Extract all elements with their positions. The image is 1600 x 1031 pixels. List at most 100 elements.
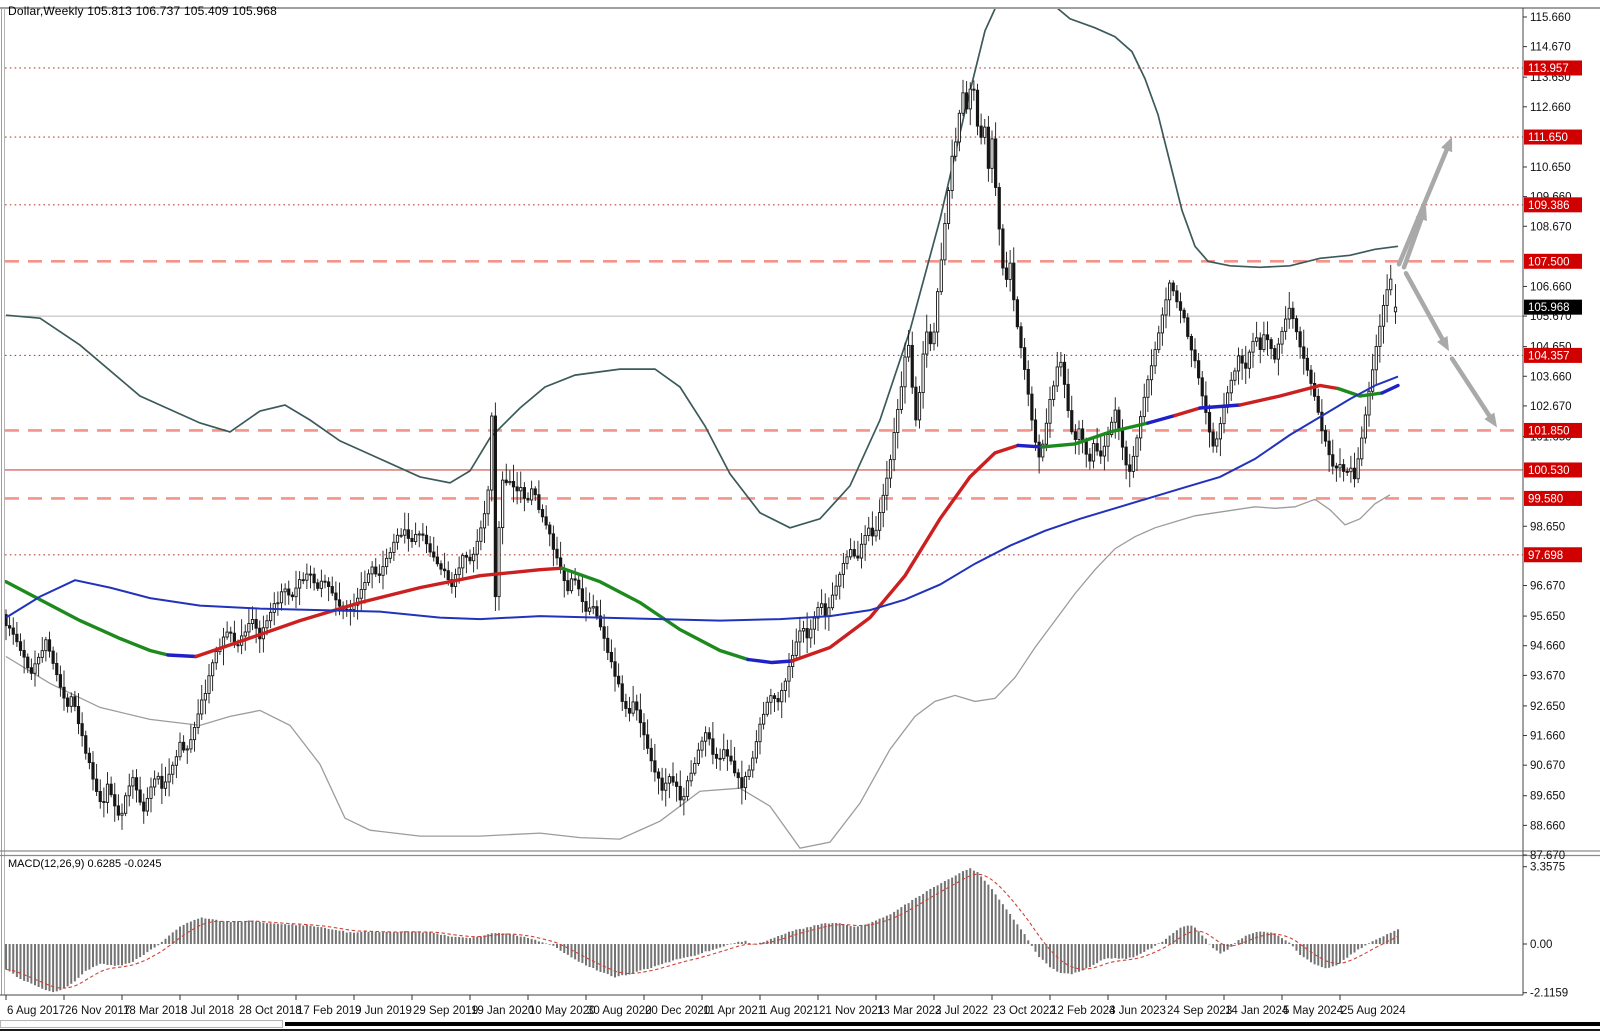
- candle-bull: [1381, 304, 1386, 327]
- candle-bull: [1218, 423, 1222, 440]
- candle-bear: [1244, 362, 1248, 369]
- candle-bull: [37, 656, 41, 665]
- ma-fast-blue-segment: [1380, 383, 1400, 395]
- candle-bear: [1309, 369, 1313, 384]
- macd-histogram-bar: [817, 924, 819, 944]
- candle-bull: [588, 607, 592, 612]
- candle-bear: [1015, 299, 1019, 328]
- macd-histogram-bar: [1386, 934, 1389, 944]
- macd-histogram-bar: [559, 944, 562, 951]
- macd-histogram-bar: [646, 944, 649, 970]
- macd-histogram-bar: [1059, 944, 1062, 974]
- macd-histogram-bar: [66, 944, 69, 987]
- macd-histogram-bar: [719, 944, 722, 948]
- ma-fast-blue-segment: [1198, 403, 1242, 410]
- candle-bear: [1066, 383, 1070, 412]
- horizontal-scrollbar-thumb[interactable]: [0, 1020, 283, 1028]
- candle-bear: [1175, 290, 1179, 303]
- macd-histogram-bar: [197, 918, 200, 944]
- price-level-badge: [1524, 253, 1582, 269]
- candle-bull: [783, 680, 787, 691]
- macd-histogram-bar: [1186, 925, 1189, 944]
- candle-bull: [830, 594, 835, 609]
- candle-bull: [917, 392, 922, 421]
- candle-bear: [102, 801, 106, 803]
- candle-bull: [888, 459, 893, 479]
- macd-histogram-bar: [563, 944, 566, 954]
- candle-bear: [1088, 453, 1092, 462]
- ma-fast-blue-segment: [746, 657, 794, 665]
- horizontal-scrollbar-track[interactable]: [285, 1022, 1600, 1026]
- candle-bull: [827, 607, 831, 617]
- candle-bull: [319, 580, 323, 589]
- candle-bull: [946, 190, 951, 224]
- macd-histogram-bar: [708, 944, 711, 952]
- macd-histogram-bar: [1092, 944, 1095, 965]
- macd-histogram-bar: [233, 921, 236, 944]
- candle-bear: [1298, 331, 1302, 348]
- candle-bull: [983, 126, 987, 138]
- macd-histogram-bar: [1074, 944, 1077, 973]
- macd-histogram-bar: [581, 944, 584, 964]
- macd-histogram-bar: [211, 919, 214, 944]
- candle-bull: [859, 543, 864, 559]
- macd-histogram-bar: [860, 925, 863, 944]
- candle-bull: [120, 812, 124, 816]
- candle-bear: [58, 674, 62, 688]
- price-tick-label: 87.670: [1530, 850, 1565, 862]
- candle-bull: [841, 562, 845, 575]
- main-plot-area[interactable]: [5, 0, 1523, 849]
- candle-bear: [671, 776, 675, 783]
- candle-bear: [1352, 467, 1357, 480]
- ma-fast-green-segment: [560, 566, 750, 662]
- macd-plot-area[interactable]: [5, 868, 1399, 993]
- macd-histogram-bar: [175, 929, 178, 944]
- macd-histogram-bar: [363, 931, 366, 944]
- candle-bear: [914, 386, 918, 421]
- candle-bull: [881, 494, 885, 514]
- candle-bull: [1360, 437, 1364, 460]
- macd-histogram-bar: [374, 931, 377, 944]
- macd-histogram-bar: [552, 944, 555, 946]
- macd-histogram-bar: [505, 933, 508, 944]
- candle-bull: [1044, 422, 1048, 445]
- macd-histogram-bar: [142, 944, 145, 956]
- macd-histogram-bar: [740, 941, 743, 944]
- macd-histogram-bar: [1270, 932, 1273, 944]
- chart-title: Dollar,Weekly 105.813 106.737 105.409 10…: [8, 4, 277, 18]
- candle-bear: [776, 698, 780, 703]
- candle-bull: [1356, 458, 1360, 480]
- candle-bear: [1240, 355, 1244, 364]
- macd-histogram-bar: [454, 936, 457, 944]
- candle-bull: [167, 773, 171, 783]
- candle-bull: [1052, 385, 1056, 400]
- candle-bull: [1251, 340, 1255, 353]
- price-tick-label: 96.670: [1530, 581, 1565, 593]
- macd-histogram-bar: [1157, 943, 1160, 944]
- candle-bear: [287, 588, 291, 596]
- macd-histogram-bar: [1331, 944, 1334, 967]
- macd-histogram-bar: [334, 929, 337, 944]
- macd-histogram-bar: [925, 891, 928, 944]
- date-label: 29 Sep 2019: [413, 1005, 478, 1017]
- candle-bear: [1197, 360, 1201, 379]
- macd-histogram-bar: [1009, 913, 1012, 944]
- candle-bear: [493, 415, 497, 598]
- macd-histogram-bar: [298, 924, 301, 944]
- macd-histogram-bar: [385, 931, 388, 944]
- macd-histogram-bar: [820, 923, 823, 944]
- macd-histogram-bar: [1219, 944, 1222, 954]
- candle-bear: [979, 125, 983, 138]
- candle-bear: [1023, 347, 1027, 370]
- macd-histogram-bar: [77, 944, 80, 978]
- macd-histogram-bar: [1005, 909, 1008, 944]
- candle-bull: [192, 727, 197, 741]
- candle-bull: [693, 763, 697, 774]
- macd-histogram-bar: [577, 944, 580, 962]
- candle-bull: [1146, 379, 1150, 398]
- macd-histogram-bar: [784, 933, 787, 944]
- macd-histogram-bar: [287, 924, 290, 944]
- ma-fast-blue-segment: [166, 653, 198, 659]
- candle-bear: [972, 88, 976, 91]
